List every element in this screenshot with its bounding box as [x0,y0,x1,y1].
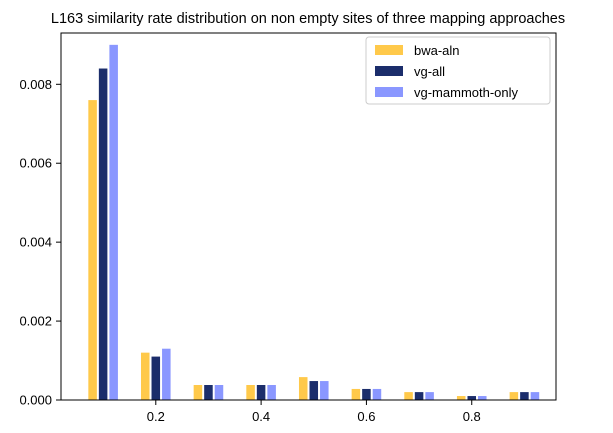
bar-bwa-aln-2 [193,385,203,400]
y-tick-label-3: 0.006 [19,156,52,171]
legend-swatch-vg-all [375,66,403,76]
bar-vg-all-2 [204,385,213,400]
bar-vg-all-4 [309,381,319,400]
bar-vg-mammoth-only-7 [478,396,487,400]
bar-vg-mammoth-only-3 [267,385,276,400]
legend-box [365,36,551,105]
legend: bwa-aln vg-all vg-mammoth-only [365,36,551,105]
bar-vg-all-7 [467,396,477,400]
plot-frame [60,32,557,401]
bar-vg-mammoth-only-0 [109,44,118,401]
x-tick-label-2: 0.6 [357,409,375,424]
bar-bwa-aln-8 [509,392,519,400]
bar-bwa-aln-5 [351,388,361,400]
bar-vg-mammoth-only-8 [530,392,540,400]
bar-vg-all-8 [520,392,529,400]
bar-vg-all-3 [256,385,266,400]
legend-label-vg-all: vg-all [414,64,445,79]
bar-bwa-aln-3 [246,385,255,400]
bar-vg-all-5 [362,388,371,400]
bar-bwa-aln-1 [140,352,150,400]
bar-vg-mammoth-only-4 [320,381,329,400]
legend-label-bwa-aln: bwa-aln [414,43,460,58]
legend-label-vg-mammoth-only: vg-mammoth-only [414,85,519,100]
bar-bwa-aln-0 [88,100,97,400]
legend-swatch-vg-mammoth-only [375,87,403,97]
bar-vg-mammoth-only-5 [372,388,382,400]
x-tick-label-3: 0.8 [463,409,481,424]
bar-vg-mammoth-only-6 [425,392,434,400]
bar-bwa-aln-4 [298,377,308,400]
chart-title: L163 similarity rate distribution on non… [51,11,565,27]
y-tick-label-0: 0.000 [19,393,52,408]
y-tick-label-4: 0.008 [19,77,52,92]
bar-vg-all-0 [98,68,108,401]
bar-bwa-aln-7 [456,396,466,400]
legend-swatch-bwa-aln [375,45,403,55]
bars-layer [88,44,540,401]
y-tick-label-2: 0.004 [19,235,52,250]
bar-bwa-aln-6 [404,392,413,400]
x-tick-label-1: 0.4 [252,409,270,424]
x-tick-label-0: 0.2 [147,409,165,424]
bar-vg-all-1 [151,356,161,400]
bar-vg-mammoth-only-1 [162,348,171,400]
bar-vg-mammoth-only-2 [214,385,224,400]
axes-layer: 0.2 0.4 0.6 0.8 0.000 0.002 0.004 0.006 0.008 [19,32,557,424]
y-tick-label-1: 0.002 [19,314,52,329]
bar-vg-all-6 [414,392,424,400]
